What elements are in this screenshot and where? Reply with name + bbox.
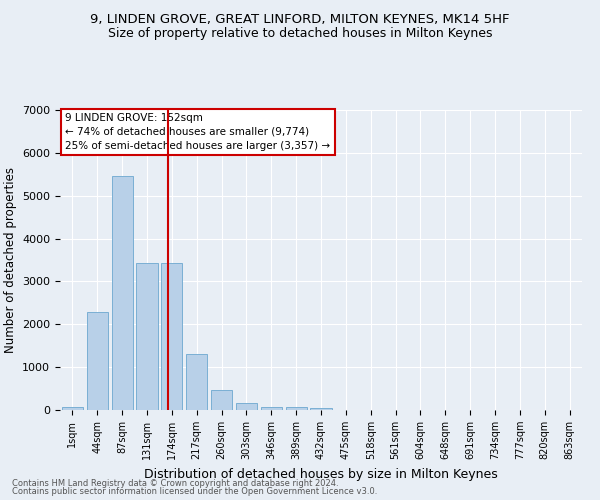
Text: 9 LINDEN GROVE: 152sqm
← 74% of detached houses are smaller (9,774)
25% of semi-: 9 LINDEN GROVE: 152sqm ← 74% of detached… bbox=[65, 113, 331, 151]
Text: Size of property relative to detached houses in Milton Keynes: Size of property relative to detached ho… bbox=[108, 28, 492, 40]
Text: 9, LINDEN GROVE, GREAT LINFORD, MILTON KEYNES, MK14 5HF: 9, LINDEN GROVE, GREAT LINFORD, MILTON K… bbox=[90, 12, 510, 26]
Bar bbox=[310, 408, 332, 410]
Bar bbox=[112, 176, 133, 410]
Bar bbox=[161, 262, 182, 410]
Bar bbox=[211, 390, 232, 410]
Bar bbox=[186, 354, 207, 410]
Text: Contains HM Land Registry data © Crown copyright and database right 2024.: Contains HM Land Registry data © Crown c… bbox=[12, 478, 338, 488]
Y-axis label: Number of detached properties: Number of detached properties bbox=[4, 167, 17, 353]
Text: Contains public sector information licensed under the Open Government Licence v3: Contains public sector information licen… bbox=[12, 487, 377, 496]
Bar bbox=[261, 406, 282, 410]
X-axis label: Distribution of detached houses by size in Milton Keynes: Distribution of detached houses by size … bbox=[144, 468, 498, 480]
Bar bbox=[286, 408, 307, 410]
Bar bbox=[236, 404, 257, 410]
Bar bbox=[62, 406, 83, 410]
Bar bbox=[87, 312, 108, 410]
Bar bbox=[136, 262, 158, 410]
